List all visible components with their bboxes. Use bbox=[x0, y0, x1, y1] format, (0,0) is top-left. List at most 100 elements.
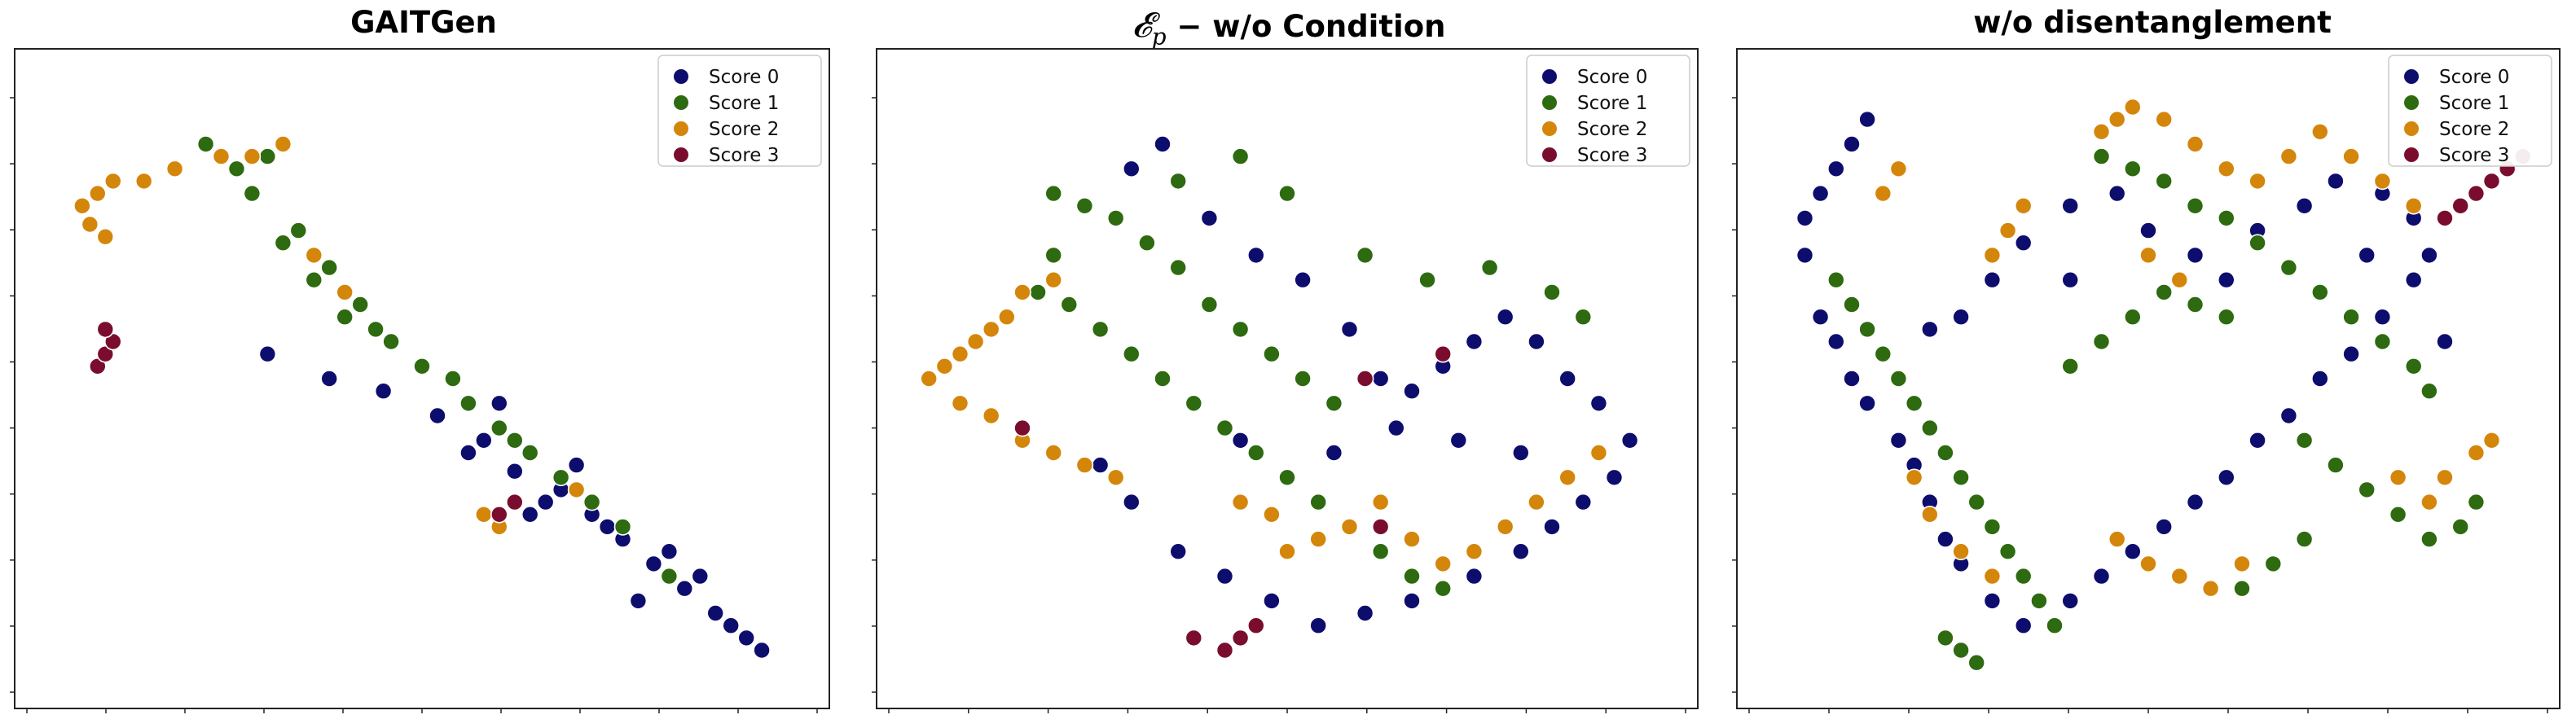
data-point bbox=[1340, 518, 1359, 536]
data-point bbox=[1480, 258, 1499, 277]
data-point bbox=[521, 505, 539, 524]
panel-title-subscript: p bbox=[1151, 23, 1167, 50]
data-point bbox=[1528, 332, 1545, 351]
data-point bbox=[1246, 444, 1265, 462]
data-point bbox=[1936, 629, 1954, 647]
panel-title-text: GAITGen bbox=[350, 5, 497, 40]
data-point bbox=[73, 197, 91, 215]
data-point bbox=[2295, 431, 2314, 450]
data-point bbox=[2061, 592, 2080, 610]
data-point bbox=[2155, 518, 2174, 536]
series-score-1 bbox=[196, 135, 679, 585]
legend-label: Score 2 bbox=[1577, 119, 1647, 140]
data-point bbox=[1905, 468, 1923, 487]
data-point bbox=[1013, 419, 1031, 437]
data-point bbox=[2139, 221, 2157, 239]
data-point bbox=[2264, 555, 2283, 573]
legend-marker bbox=[2404, 121, 2419, 136]
data-point bbox=[1044, 444, 1062, 462]
data-point bbox=[490, 419, 508, 437]
legend-marker bbox=[2404, 147, 2419, 162]
data-point bbox=[1325, 444, 1343, 462]
series-score-1 bbox=[1827, 147, 2486, 672]
data-point bbox=[1263, 344, 1281, 363]
data-point bbox=[1075, 197, 1094, 215]
data-point bbox=[1154, 370, 1172, 388]
data-point bbox=[1075, 456, 1094, 474]
data-point bbox=[567, 456, 586, 474]
data-point bbox=[1543, 518, 1561, 536]
data-point bbox=[274, 135, 292, 153]
data-point bbox=[2420, 493, 2438, 511]
data-point bbox=[982, 320, 1000, 339]
data-point bbox=[1905, 394, 1923, 413]
data-point bbox=[1449, 431, 1468, 450]
data-point bbox=[920, 370, 938, 388]
data-point bbox=[2467, 444, 2486, 462]
legend-label: Score 2 bbox=[2439, 119, 2509, 140]
data-point bbox=[459, 444, 477, 462]
data-point bbox=[1309, 530, 1328, 548]
data-point bbox=[2482, 431, 2501, 450]
data-point bbox=[289, 221, 308, 239]
data-point bbox=[1246, 246, 1265, 265]
data-point bbox=[2108, 110, 2126, 129]
data-point bbox=[243, 147, 262, 165]
data-point bbox=[2092, 147, 2111, 165]
data-point bbox=[1325, 394, 1343, 413]
legend-label: Score 0 bbox=[709, 67, 779, 88]
scatter-plot-ep-wo-condition: Score 0 Score 1 Score 2 Score 3 bbox=[872, 48, 1699, 713]
data-point bbox=[1185, 629, 1203, 647]
data-point bbox=[2436, 332, 2454, 351]
data-point bbox=[1371, 542, 1390, 561]
data-point bbox=[2342, 344, 2360, 363]
data-point bbox=[1858, 320, 1876, 339]
data-point bbox=[89, 184, 107, 203]
data-point bbox=[2139, 555, 2157, 573]
axis-ticks bbox=[872, 97, 1686, 713]
data-point bbox=[706, 604, 725, 622]
data-point bbox=[336, 308, 354, 327]
data-point bbox=[2358, 246, 2376, 265]
data-point bbox=[1998, 221, 2017, 239]
data-point bbox=[2155, 172, 2174, 191]
data-point bbox=[96, 320, 115, 339]
panel-ep-wo-condition: 𝓔p − w/o Condition Score 0 Score 1 Score 2… bbox=[865, 0, 1712, 728]
axis-ticks bbox=[1732, 97, 2548, 713]
data-point bbox=[1246, 616, 1265, 635]
data-point bbox=[2420, 530, 2438, 548]
data-point bbox=[1371, 493, 1390, 511]
data-point bbox=[2279, 406, 2298, 425]
data-point bbox=[2279, 258, 2298, 277]
data-point bbox=[2373, 308, 2392, 327]
data-point bbox=[2123, 98, 2142, 116]
data-point bbox=[2092, 123, 2111, 141]
data-point bbox=[1889, 370, 1908, 388]
data-point bbox=[2014, 616, 2033, 635]
data-point bbox=[336, 283, 354, 301]
data-point bbox=[2358, 480, 2376, 499]
data-point bbox=[1574, 308, 1593, 327]
data-point bbox=[1434, 344, 1453, 363]
data-point bbox=[1231, 493, 1250, 511]
legend-marker bbox=[674, 121, 688, 136]
data-point bbox=[1952, 308, 1970, 327]
data-point bbox=[1967, 653, 1986, 672]
data-point bbox=[2404, 270, 2423, 289]
data-point bbox=[2404, 357, 2423, 375]
legend-label: Score 3 bbox=[709, 145, 779, 166]
data-point bbox=[2295, 197, 2314, 215]
data-point bbox=[1231, 320, 1250, 339]
series-score-2 bbox=[73, 135, 586, 536]
data-point bbox=[2295, 530, 2314, 548]
data-point bbox=[2389, 505, 2407, 524]
data-point bbox=[1371, 518, 1390, 536]
data-point bbox=[2186, 493, 2205, 511]
data-point bbox=[1589, 394, 1608, 413]
data-point bbox=[2436, 209, 2454, 227]
data-point bbox=[2092, 332, 2111, 351]
data-point bbox=[660, 542, 679, 561]
data-point bbox=[227, 160, 246, 178]
data-point bbox=[1309, 616, 1328, 635]
data-point bbox=[2123, 308, 2142, 327]
